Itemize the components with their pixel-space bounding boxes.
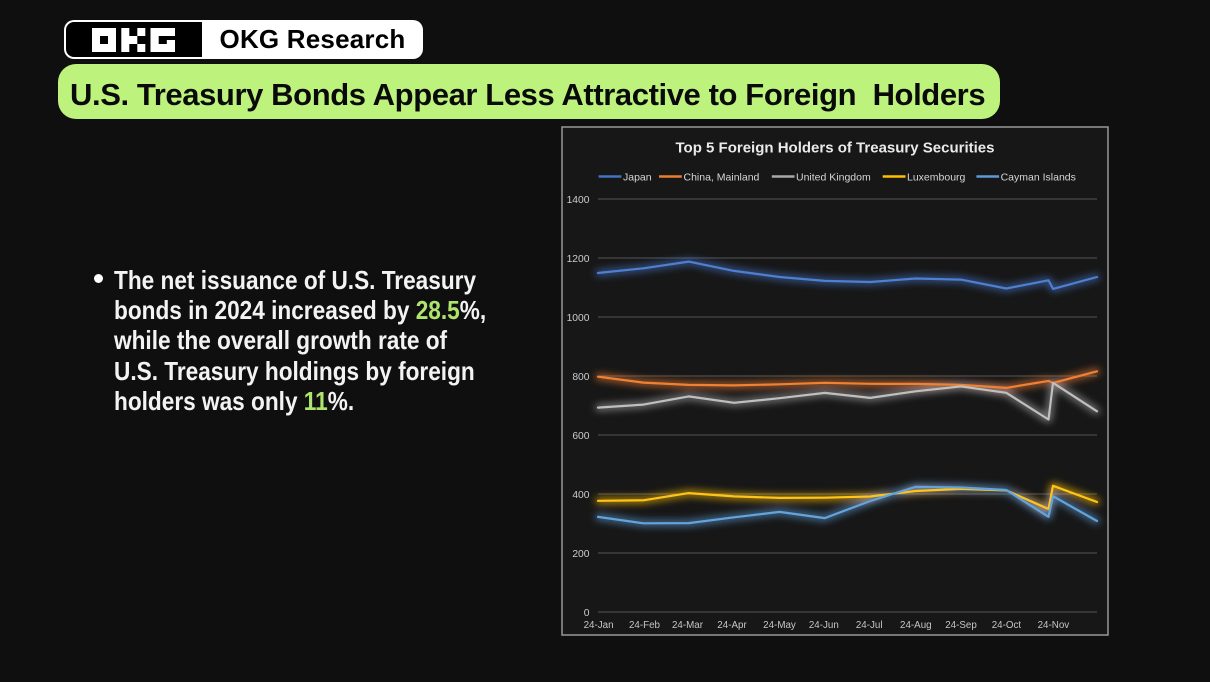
svg-text:24-Nov: 24-Nov <box>1038 620 1070 631</box>
svg-text:Japan: Japan <box>623 172 652 184</box>
svg-text:United Kingdom: United Kingdom <box>796 172 871 184</box>
svg-text:24-Sep: 24-Sep <box>945 620 977 631</box>
svg-text:24-May: 24-May <box>763 620 796 631</box>
svg-text:400: 400 <box>572 490 589 501</box>
svg-text:600: 600 <box>572 431 589 442</box>
svg-text:800: 800 <box>572 372 589 383</box>
svg-text:24-Mar: 24-Mar <box>672 620 704 631</box>
svg-text:200: 200 <box>572 549 589 560</box>
svg-text:24-Oct: 24-Oct <box>992 620 1022 631</box>
svg-text:24-Feb: 24-Feb <box>629 620 661 631</box>
svg-text:Top 5 Foreign Holders of Treas: Top 5 Foreign Holders of Treasury Securi… <box>676 140 995 157</box>
svg-text:Luxembourg: Luxembourg <box>907 172 966 184</box>
svg-text:24-Jan: 24-Jan <box>584 620 614 631</box>
svg-text:1400: 1400 <box>567 195 590 206</box>
svg-text:24-Jun: 24-Jun <box>809 620 839 631</box>
svg-text:0: 0 <box>584 608 590 619</box>
svg-text:1200: 1200 <box>567 254 590 265</box>
svg-text:1000: 1000 <box>567 313 590 324</box>
svg-text:Cayman Islands: Cayman Islands <box>1001 172 1076 184</box>
svg-text:China, Mainland: China, Mainland <box>684 172 760 184</box>
svg-text:24-Jul: 24-Jul <box>856 620 883 631</box>
svg-text:24-Apr: 24-Apr <box>717 620 747 631</box>
svg-text:24-Aug: 24-Aug <box>900 620 932 631</box>
